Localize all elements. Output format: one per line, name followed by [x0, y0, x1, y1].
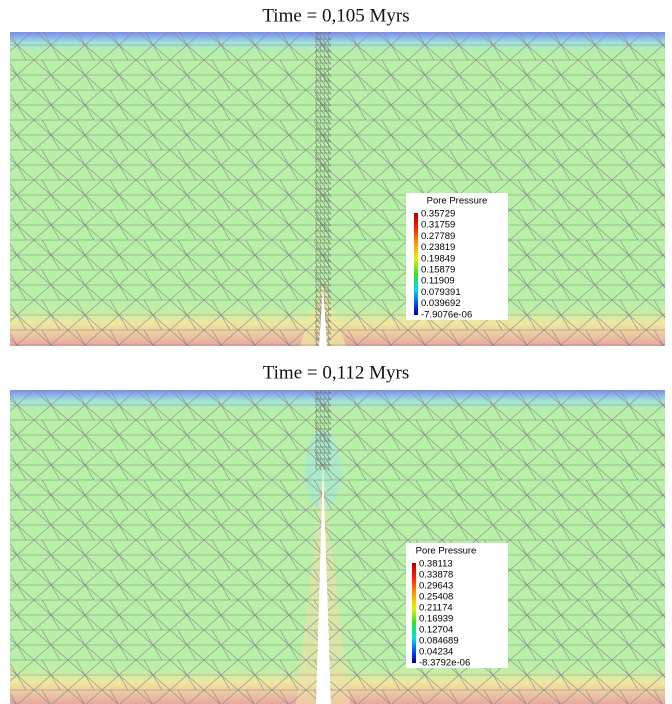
- legend: Pore Pressure: [406, 193, 508, 320]
- legend-label: -7.9076e-06: [421, 309, 472, 320]
- legend-box: [406, 193, 508, 320]
- mesh: [10, 390, 665, 704]
- legend-label: 0.31759: [421, 220, 455, 231]
- legend-label: 0.35729: [421, 209, 455, 220]
- legend-label: 0.084689: [419, 636, 459, 647]
- panel: Time = 0,112 Myrs Pore Pressure 0.381130…: [10, 362, 665, 704]
- legend-label: 0.33878: [419, 570, 453, 581]
- legend-label: 0.12704: [419, 625, 453, 636]
- refined-mesh: [315, 32, 331, 346]
- legend: Pore Pressure: [406, 543, 508, 668]
- legend-label: 0.29643: [419, 581, 453, 592]
- mesh: [10, 32, 665, 346]
- panel: Time = 0,105 Myrs Pore Pressure 0.357290…: [10, 5, 665, 346]
- legend-label: -8.3792e-06: [419, 658, 470, 669]
- legend-label: 0.23819: [421, 242, 455, 253]
- legend-title: Pore Pressure: [427, 196, 488, 207]
- legend-label: 0.19849: [421, 253, 455, 264]
- panel-title: Time = 0,112 Myrs: [263, 362, 410, 383]
- legend-label: 0.079391: [421, 287, 461, 298]
- legend-label: 0.16939: [419, 614, 453, 625]
- colorbar: [412, 563, 416, 663]
- legend-box: [406, 543, 508, 668]
- legend-label: 0.27789: [421, 231, 455, 242]
- crack: [319, 288, 327, 346]
- legend-label: 0.15879: [421, 265, 455, 276]
- legend-label: 0.11909: [421, 276, 455, 287]
- crack: [316, 466, 331, 704]
- legend-label: 0.04234: [419, 647, 453, 658]
- legend-title: Pore Pressure: [416, 546, 477, 557]
- colorbar: [414, 213, 418, 315]
- panel-title: Time = 0,105 Myrs: [262, 5, 409, 26]
- legend-label: 0.25408: [419, 592, 453, 603]
- refined-mesh: [315, 390, 331, 470]
- legend-label: 0.38113: [419, 559, 453, 570]
- legend-label: 0.039692: [421, 298, 461, 309]
- legend-label: 0.21174: [419, 603, 453, 614]
